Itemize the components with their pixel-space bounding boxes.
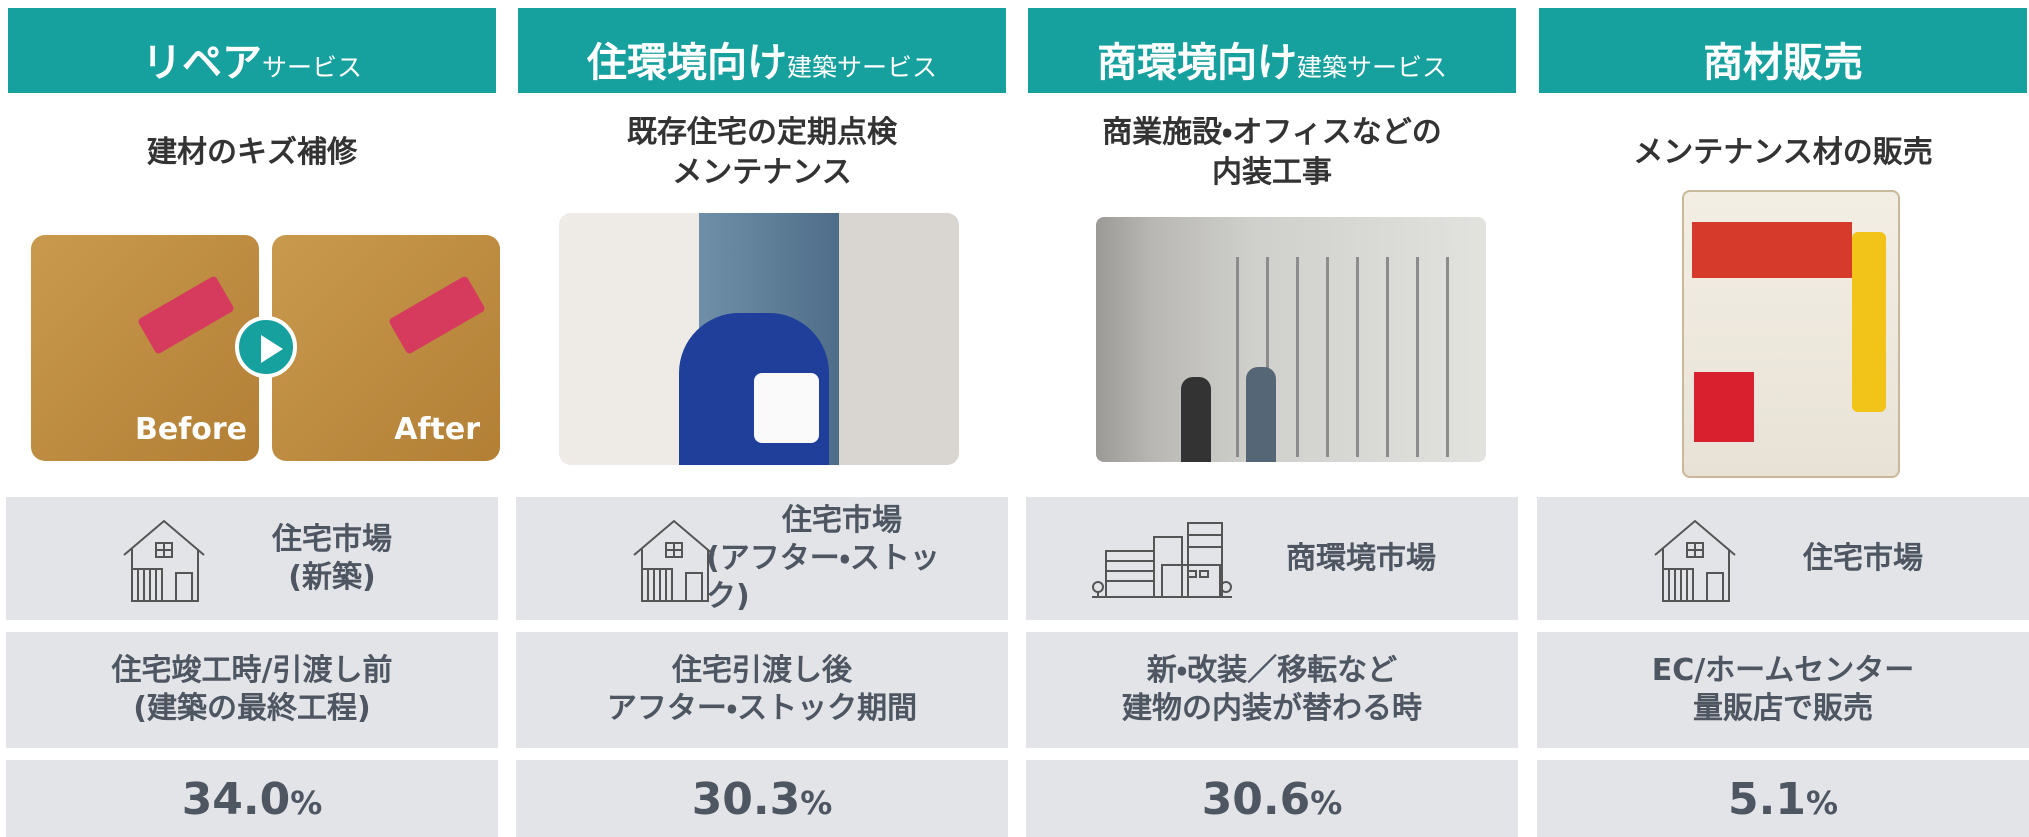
market-icon <box>122 517 206 607</box>
title-line: 既存住宅の定期点検 <box>627 113 897 153</box>
timing-line: 住宅竣工時/引渡し前 <box>112 652 393 690</box>
stud <box>1326 257 1329 457</box>
share-unit: % <box>290 784 322 822</box>
clipboard <box>754 373 819 443</box>
service-header: 商環境向け建築サービス <box>1028 8 1516 93</box>
play-button <box>235 316 297 378</box>
header-main: リペア <box>142 30 262 88</box>
share-value: 5.1 <box>1728 774 1806 825</box>
share-cell: 5.1% <box>1537 760 2029 837</box>
photo-inspection <box>559 213 959 465</box>
timing-cell: 新・改装／移転など建物の内装が替わる時 <box>1026 632 1518 748</box>
package-block <box>1694 372 1754 442</box>
house-icon <box>632 517 716 603</box>
share-unit: % <box>1806 784 1838 822</box>
service-title: 既存住宅の定期点検メンテナンス <box>516 108 1008 198</box>
service-header: 住環境向け建築サービス <box>518 8 1006 93</box>
photo-label: Before <box>135 412 247 447</box>
header-main: 商材販売 <box>1703 30 1863 88</box>
photo-before: Before <box>31 235 259 461</box>
photo-label: After <box>394 412 480 447</box>
market-icon <box>1653 517 1737 607</box>
market-text: 住宅市場 <box>1727 497 1999 620</box>
market-text: 住宅市場(新築) <box>196 497 468 620</box>
stud <box>1356 257 1359 457</box>
package-band <box>1692 222 1852 278</box>
market-cell: 商環境市場 <box>1026 497 1518 620</box>
person <box>1181 377 1211 462</box>
page: (() => { const data = JSON.parse(documen… <box>0 0 2029 837</box>
market-text: 商環境市場 <box>1246 497 1476 620</box>
timing-cell: EC/ホームセンター量販店で販売 <box>1537 632 2029 748</box>
market-line: 商環境市場 <box>1286 540 1436 578</box>
header-main: 商環境向け <box>1097 30 1297 88</box>
market-line: 住宅市場 <box>272 521 392 559</box>
stud <box>1386 257 1389 457</box>
market-line: 住宅市場 <box>1803 540 1923 578</box>
market-cell: 住宅市場(新築) <box>6 497 498 620</box>
share-unit: % <box>1310 784 1342 822</box>
timing-cell: 住宅引渡し後アフター・ストック期間 <box>516 632 1008 748</box>
market-icon <box>1092 521 1232 605</box>
header-sub: 建築サービス <box>787 48 937 84</box>
product-package <box>1682 190 1900 478</box>
share-value: 30.6 <box>1202 774 1311 825</box>
title-line: 内装工事 <box>1212 153 1332 193</box>
house-icon <box>1653 517 1737 603</box>
stud <box>1416 257 1419 457</box>
service-header: リペアサービス <box>8 8 496 93</box>
share-cell: 30.3% <box>516 760 1008 837</box>
stud <box>1236 257 1239 457</box>
building-icon <box>1092 521 1232 601</box>
header-sub: サービス <box>262 48 362 84</box>
stud <box>1446 257 1449 457</box>
market-cell: 住宅市場 <box>1537 497 2029 620</box>
arrow <box>137 275 235 355</box>
service-title: メンテナンス材の販売 <box>1537 108 2029 198</box>
title-line: 商業施設・オフィスなどの <box>1102 113 1442 153</box>
share-unit: % <box>800 784 832 822</box>
play-triangle <box>261 335 283 363</box>
header-main: 住環境向け <box>587 30 787 88</box>
service-title: 建材のキズ補修 <box>6 108 498 198</box>
market-icon <box>632 517 716 607</box>
timing-line: EC/ホームセンター <box>1652 652 1915 690</box>
share-cell: 34.0% <box>6 760 498 837</box>
share-value: 34.0 <box>182 774 291 825</box>
market-line: 住宅市場 <box>782 502 902 540</box>
timing-line: (建築の最終工程) <box>133 690 370 728</box>
timing-line: 量販店で販売 <box>1693 690 1873 728</box>
stud <box>1296 257 1299 457</box>
house-icon <box>122 517 206 603</box>
service-title: 商業施設・オフィスなどの内装工事 <box>1026 108 1518 198</box>
arrow <box>388 275 486 355</box>
timing-line: 建物の内装が替わる時 <box>1122 690 1422 728</box>
market-line: (新築) <box>288 559 375 597</box>
timing-line: アフター・ストック期間 <box>607 690 917 728</box>
title-line: 建材のキズ補修 <box>147 133 357 173</box>
market-text: 住宅市場(アフター・ストック) <box>706 497 978 620</box>
share-cell: 30.6% <box>1026 760 1518 837</box>
header-sub: 建築サービス <box>1297 48 1447 84</box>
market-line: (アフター・ストック) <box>706 540 978 616</box>
photo-construction <box>1096 217 1486 462</box>
timing-cell: 住宅竣工時/引渡し前(建築の最終工程) <box>6 632 498 748</box>
market-cell: 住宅市場(アフター・ストック) <box>516 497 1008 620</box>
share-value: 30.3 <box>692 774 801 825</box>
photo-after: After <box>272 235 500 461</box>
title-line: メンテナンス材の販売 <box>1633 133 1932 173</box>
timing-line: 新・改装／移転など <box>1147 652 1397 690</box>
package-tube <box>1852 232 1886 412</box>
timing-line: 住宅引渡し後 <box>672 652 852 690</box>
title-line: メンテナンス <box>672 153 851 193</box>
person <box>1246 367 1276 462</box>
service-header: 商材販売 <box>1539 8 2027 93</box>
